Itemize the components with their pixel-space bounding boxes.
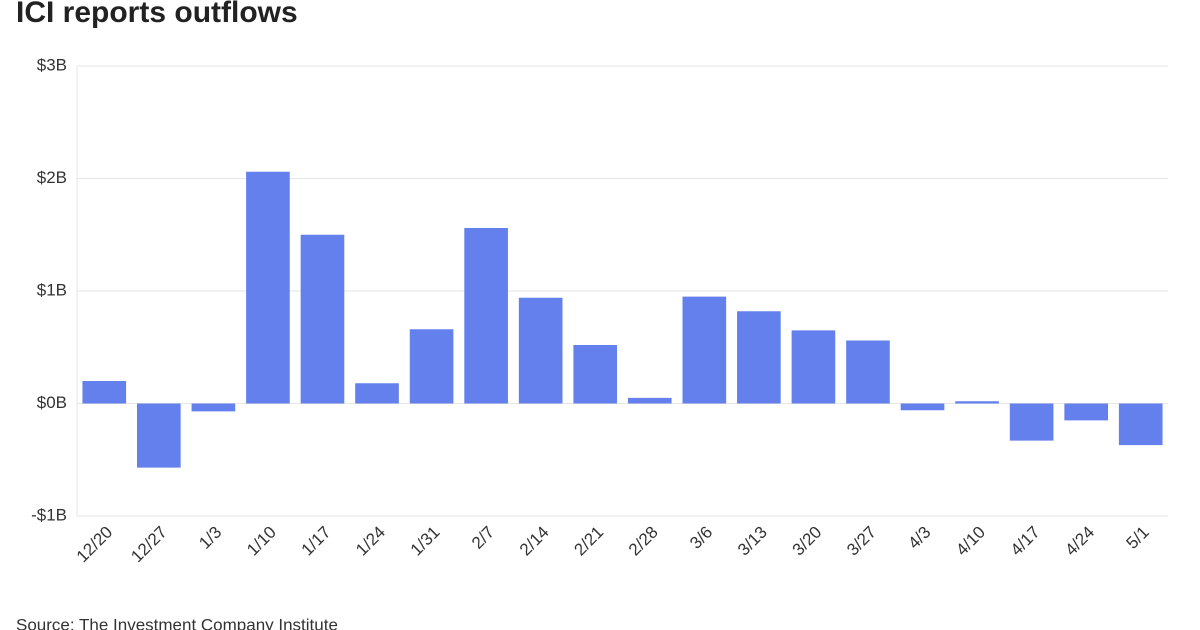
x-tick-label: 4/17	[1007, 523, 1044, 560]
bar	[627, 397, 672, 404]
x-tick-label: 3/6	[686, 523, 716, 553]
x-tick-label: 3/20	[789, 523, 826, 560]
bar	[846, 340, 890, 404]
x-tick-label: 1/3	[195, 523, 225, 553]
chart-title: ICI reports outflows	[16, 0, 298, 29]
x-tick-label: 4/10	[952, 523, 989, 560]
bar	[955, 401, 999, 404]
x-tick-label: 3/13	[734, 523, 771, 560]
x-tick-label: 2/14	[516, 523, 553, 560]
bar	[355, 383, 399, 404]
x-tick-label: 1/24	[352, 523, 389, 560]
x-tick-label: 1/31	[407, 523, 444, 560]
bar	[1009, 403, 1054, 441]
y-tick-label: $1B	[37, 280, 67, 299]
x-tick-label: 2/28	[625, 523, 662, 560]
bar	[409, 329, 454, 404]
x-tick-label: 4/3	[904, 523, 934, 553]
x-tick-label: 4/24	[1061, 523, 1098, 560]
y-tick-label: $0B	[37, 393, 67, 412]
bar	[737, 311, 781, 404]
bar	[300, 234, 345, 404]
bar	[137, 403, 181, 468]
y-tick-label: $2B	[37, 168, 67, 187]
x-tick-label: 1/17	[298, 523, 335, 560]
bar	[191, 403, 236, 412]
bar	[573, 345, 618, 404]
bar	[900, 403, 945, 411]
x-tick-label: 12/20	[73, 523, 117, 567]
x-tick-label: 5/1	[1123, 523, 1153, 553]
bar	[464, 228, 508, 404]
y-tick-label: -$1B	[31, 505, 67, 524]
x-tick-label: 3/27	[843, 523, 880, 560]
y-tick-label: $3B	[37, 55, 67, 74]
bar	[246, 171, 290, 404]
bar	[518, 297, 563, 404]
bar	[1064, 403, 1108, 421]
bar	[682, 296, 727, 404]
bar	[791, 330, 836, 404]
x-tick-label: 2/21	[570, 523, 607, 560]
bar	[82, 381, 127, 404]
x-tick-label: 2/7	[468, 523, 498, 553]
source: Source: The Investment Company Institute	[16, 615, 338, 630]
x-tick-label: 12/27	[127, 523, 171, 567]
bar	[1118, 403, 1163, 446]
x-tick-label: 1/10	[243, 523, 280, 560]
